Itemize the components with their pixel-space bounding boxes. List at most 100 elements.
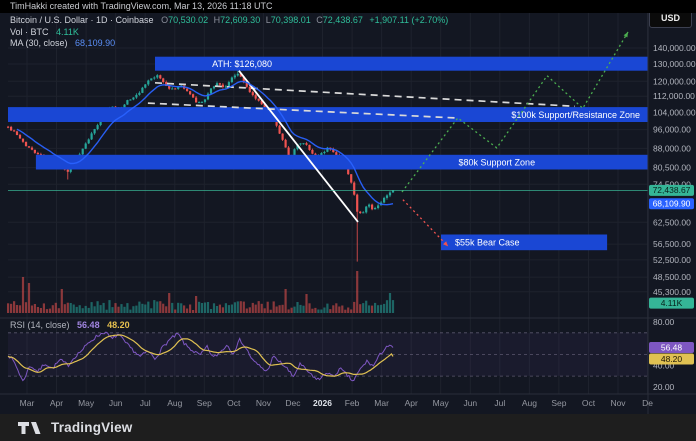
zone-label: $80k Support Zone	[459, 157, 536, 167]
svg-text:80.00: 80.00	[653, 317, 675, 327]
zone-band	[8, 107, 648, 122]
svg-text:Jun: Jun	[463, 398, 477, 408]
volume-value: 4.11K	[56, 26, 79, 37]
trendlines[interactable]	[8, 31, 648, 247]
svg-text:2026: 2026	[313, 398, 332, 408]
svg-text:45,300.00: 45,300.00	[653, 287, 691, 297]
svg-text:48.20: 48.20	[661, 354, 683, 364]
ma30-line	[16, 80, 394, 206]
svg-text:Apr: Apr	[50, 398, 63, 408]
svg-text:Mar: Mar	[374, 398, 389, 408]
symbol-legend[interactable]: Bitcoin / U.S. Dollar · 1D · Coinbase O7…	[10, 15, 448, 50]
rsi-pane	[7, 331, 648, 382]
svg-text:4.11K: 4.11K	[661, 298, 683, 308]
zone-label: $100k Support/Resistance Zone	[511, 110, 640, 120]
svg-text:Nov: Nov	[610, 398, 626, 408]
open-value: 70,530.02	[168, 15, 209, 25]
svg-text:74,500.00: 74,500.00	[653, 179, 691, 189]
rsi-value: 56.48	[77, 320, 100, 330]
svg-text:40.00: 40.00	[653, 360, 675, 370]
time-axis[interactable]: Mar Apr May Jun Jul Aug Sep Oct Nov Dec 2026 Feb Mar…	[20, 398, 654, 408]
svg-text:20.00: 20.00	[653, 382, 675, 392]
svg-text:Sep: Sep	[551, 398, 566, 408]
zone-label: $55k Bear Case	[455, 238, 520, 248]
svg-text:88,000.00: 88,000.00	[653, 143, 691, 153]
low-value: 70,398.01	[270, 15, 311, 25]
volume-row: Vol · BTC 4.11K	[10, 27, 448, 39]
svg-text:Nov: Nov	[256, 398, 272, 408]
svg-text:Jul: Jul	[140, 398, 151, 408]
rsi-ma-line	[7, 334, 394, 377]
candles	[7, 70, 395, 262]
symbol-title: Bitcoin / U.S. Dollar · 1D · Coinbase	[10, 15, 154, 25]
svg-text:52,500.00: 52,500.00	[653, 255, 691, 265]
svg-text:72,438.67: 72,438.67	[653, 185, 691, 195]
svg-text:Dec: Dec	[285, 398, 301, 408]
ma-row: MA (30, close) 68,109.90	[10, 38, 448, 50]
brand-text: TradingView	[51, 420, 133, 435]
symbol-ohlc-row: Bitcoin / U.S. Dollar · 1D · Coinbase O7…	[10, 15, 448, 27]
svg-text:96,000.00: 96,000.00	[653, 125, 691, 135]
volume-bars	[7, 271, 395, 313]
attribution-bar: TimHakki created with TradingView.com, M…	[0, 0, 696, 13]
svg-text:56.48: 56.48	[661, 342, 683, 352]
rsi-line	[7, 331, 394, 382]
svg-text:Oct: Oct	[227, 398, 241, 408]
price-badge: 4.11K	[649, 297, 694, 309]
bear-projection-line	[402, 199, 449, 247]
svg-text:140,000.00: 140,000.00	[653, 43, 696, 53]
svg-text:62,500.00: 62,500.00	[653, 217, 691, 227]
panel-separators	[0, 12, 696, 414]
close-value: 72,438.67	[322, 15, 363, 25]
price-badge: 68,109.90	[649, 198, 694, 210]
zone-band	[441, 234, 608, 251]
svg-text:130,000.00: 130,000.00	[653, 59, 696, 69]
volume-label: Vol · BTC	[10, 26, 49, 37]
svg-text:May: May	[78, 398, 95, 408]
bull-projection-line	[401, 31, 629, 193]
rsi-label: RSI (14, close)	[10, 320, 70, 330]
price-badge: 72,438.67	[649, 184, 694, 196]
ma-label: MA (30, close)	[10, 38, 68, 48]
svg-text:Oct: Oct	[582, 398, 596, 408]
svg-text:Sep: Sep	[197, 398, 212, 408]
svg-text:Jun: Jun	[109, 398, 123, 408]
rsi-badge: 56.48	[649, 342, 694, 353]
svg-text:May: May	[433, 398, 450, 408]
svg-text:68,109.90: 68,109.90	[653, 199, 691, 209]
footer-bar: TradingView	[0, 414, 696, 441]
svg-text:Mar: Mar	[20, 398, 35, 408]
tradingview-logo-icon	[18, 420, 43, 436]
zone-band	[155, 56, 648, 71]
svg-text:120,000.00: 120,000.00	[653, 76, 696, 86]
low-label: L	[265, 15, 271, 25]
svg-text:Aug: Aug	[522, 398, 537, 408]
svg-text:De: De	[642, 398, 653, 408]
rsi-badge: 48.20	[649, 353, 694, 365]
ma-value: 68,109.90	[75, 38, 116, 48]
svg-text:48,500.00: 48,500.00	[653, 272, 691, 282]
attribution-text: TimHakki created with TradingView.com, M…	[10, 1, 273, 11]
svg-text:80,500.00: 80,500.00	[653, 163, 691, 173]
high-label: H	[213, 15, 221, 25]
lower-dashed-trendline	[147, 102, 455, 119]
price-zones: ATH: $126,080 $100k Support/Resistance Zo…	[8, 56, 648, 251]
high-value: 72,609.30	[220, 15, 261, 25]
open-label: O	[161, 15, 169, 25]
price-axis[interactable]: 140,000.00 130,000.00 120,000.00 112,000.00…	[649, 43, 696, 392]
svg-text:Apr: Apr	[405, 398, 418, 408]
rsi-legend[interactable]: RSI (14, close) 56.48 48.20	[10, 320, 130, 330]
upper-dashed-trendline	[154, 81, 575, 108]
svg-text:56,500.00: 56,500.00	[653, 239, 691, 249]
breakdown-solid-line	[238, 70, 359, 223]
svg-text:112,000.00: 112,000.00	[653, 91, 695, 101]
svg-text:104,000.00: 104,000.00	[653, 107, 696, 117]
rsi-ma-value: 48.20	[107, 320, 130, 330]
close-label: C	[316, 15, 323, 25]
zone-band	[35, 154, 648, 170]
zone-label: ATH: $126,080	[212, 59, 272, 69]
change-value: +1,907.11 (+2.70%)	[369, 15, 449, 25]
svg-text:Jul: Jul	[494, 398, 505, 408]
